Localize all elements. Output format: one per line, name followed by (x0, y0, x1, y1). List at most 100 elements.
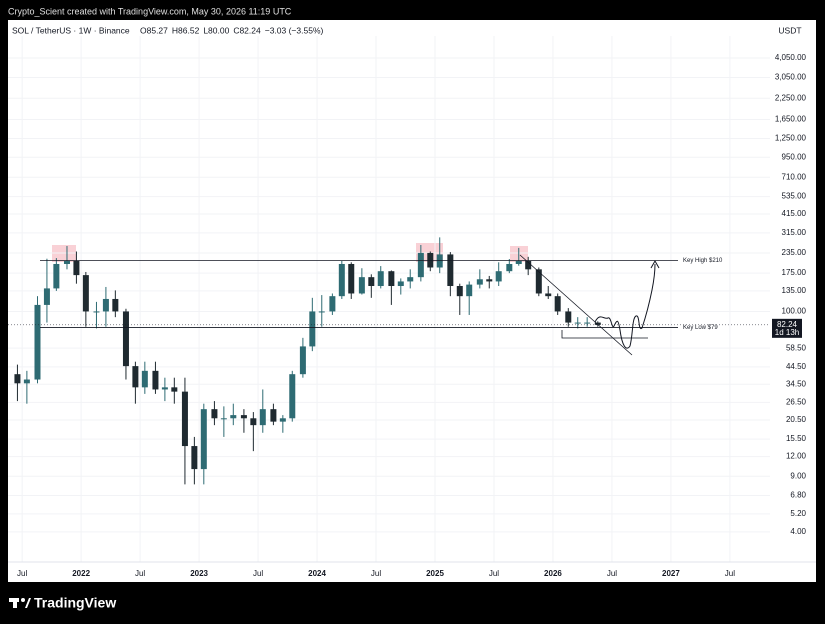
y-tick-label: 235.00 (782, 248, 807, 257)
candle-body (73, 260, 80, 276)
x-tick-label: Jul (371, 569, 381, 578)
y-tick-label: 100.00 (782, 307, 807, 316)
overlay: Key High $210 Key Low $79 (40, 254, 723, 356)
candle-body (299, 346, 306, 375)
candle-body (584, 322, 591, 324)
x-tick-label: Jul (725, 569, 735, 578)
ohlc-value: O85.27 (140, 25, 168, 35)
y-tick-label: 135.00 (782, 286, 807, 295)
highlight (52, 245, 76, 262)
candle-body (279, 418, 286, 422)
candle-body (545, 293, 552, 297)
y-tick-label: 1,650.00 (775, 115, 807, 124)
y-tick-label: 34.50 (786, 379, 807, 388)
ohlc-value: H86.52 (172, 25, 200, 35)
y-tick-label: 4.00 (790, 527, 806, 536)
y-tick-label: 58.50 (786, 343, 807, 352)
key-level-label: Key High $210 (683, 258, 723, 264)
logo-mark (13, 598, 17, 608)
candle-body (338, 263, 345, 297)
logo-mark (21, 598, 25, 602)
candle-body (43, 288, 50, 305)
y-tick-label: 9.00 (790, 471, 806, 480)
countdown: 1d 13h (775, 328, 799, 337)
candle-body (466, 284, 473, 297)
y-tick-label: 710.00 (782, 172, 807, 181)
key-level-label: Key Low $79 (683, 325, 718, 331)
candle-body (358, 277, 365, 294)
y-tick-label: 20.50 (786, 415, 807, 424)
candle-body (565, 311, 572, 323)
candle-body (456, 286, 463, 297)
x-tick-label: Jul (135, 569, 145, 578)
candle-body (93, 311, 100, 313)
x-tick-label: Jul (17, 569, 27, 578)
candle-body (377, 271, 384, 287)
x-tick-label: Jul (253, 569, 263, 578)
ohlc-value: C82.24 (233, 25, 261, 35)
candle-body (152, 370, 159, 390)
x-tick-label: 2026 (544, 569, 562, 578)
candle-body (240, 415, 247, 419)
x-tick-label: 2024 (308, 569, 326, 578)
y-tick-label: 5.20 (790, 509, 806, 518)
y-tick-label: 175.00 (782, 268, 807, 277)
last-price-box (772, 318, 802, 338)
ohlc-value: L80.00 (203, 25, 229, 35)
candle-body (329, 296, 336, 312)
y-tick-label: 415.00 (782, 209, 807, 218)
candle-body (554, 296, 561, 312)
candle-body (535, 269, 542, 294)
y-tick-label: 535.00 (782, 192, 807, 201)
symbol: SOL / TetherUS · 1W · Binance (12, 25, 130, 35)
logo (9, 598, 31, 608)
candle-body (348, 263, 355, 294)
candle-body (495, 271, 502, 282)
candle-body (161, 387, 168, 390)
candle-body (289, 374, 296, 419)
y-tick-label: 12.00 (786, 452, 807, 461)
candle-body (181, 391, 188, 447)
projection (594, 263, 656, 349)
candle-body (515, 260, 522, 264)
candle-body (200, 409, 207, 470)
candle-body (594, 322, 601, 325)
ohlc-value: −3.03 (−3.55%) (265, 25, 324, 35)
candle-body (112, 298, 119, 312)
candle-body (23, 379, 30, 384)
candle-body (417, 252, 424, 278)
x-tick-label: Jul (607, 569, 617, 578)
candle-body (427, 252, 434, 268)
candle-body (407, 277, 414, 282)
candle-body (447, 254, 454, 287)
y-tick-label: 15.50 (786, 434, 807, 443)
x-tick-label: Jul (489, 569, 499, 578)
x-tick-label: 2022 (72, 569, 90, 578)
candle-body (102, 298, 109, 312)
x-tick-label: 2025 (426, 569, 444, 578)
candle-body (388, 271, 395, 287)
y-tick-label: 26.50 (786, 397, 807, 406)
y-tick-label: 4,050.00 (775, 53, 807, 62)
candle-body (309, 311, 316, 347)
candle-body (34, 304, 41, 380)
y-tick-label: 950.00 (782, 152, 807, 161)
candle-body (14, 374, 21, 384)
candle-body (368, 277, 375, 287)
chart-panel (8, 20, 816, 582)
candle-body (270, 409, 277, 422)
candle-body (171, 387, 178, 392)
y-tick-label: 44.50 (786, 362, 807, 371)
candle-body (132, 366, 139, 388)
currency: USDT (778, 25, 801, 35)
candle-body (191, 446, 198, 470)
candle-body (476, 279, 483, 285)
candle-body (230, 415, 237, 419)
candle-body (525, 260, 532, 270)
candle-body (506, 263, 513, 272)
last-price: 82.24 (777, 320, 798, 329)
candle-body (63, 260, 70, 264)
candle-body (250, 418, 257, 426)
footer: TradingView (34, 595, 116, 611)
